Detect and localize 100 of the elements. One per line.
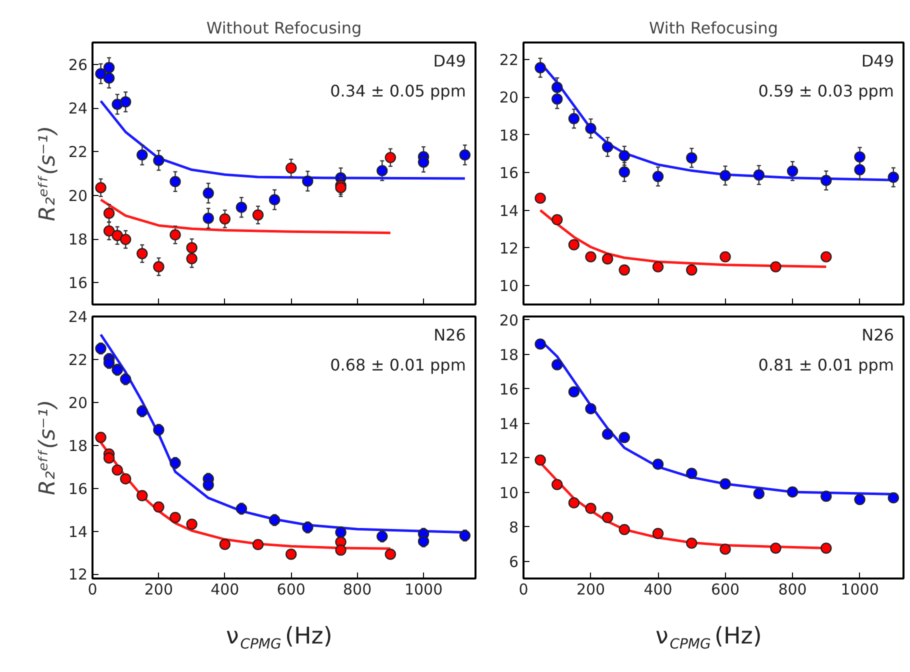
point xyxy=(335,544,346,556)
point xyxy=(568,497,580,508)
point xyxy=(686,152,698,164)
x-tick-label: 400 xyxy=(210,580,240,598)
point xyxy=(552,214,563,226)
x-tick-label: 600 xyxy=(710,580,740,598)
point xyxy=(103,357,115,368)
point xyxy=(720,251,731,262)
point xyxy=(103,62,115,74)
point xyxy=(820,251,832,262)
point xyxy=(720,478,731,490)
point xyxy=(236,202,248,213)
point xyxy=(120,234,132,246)
point xyxy=(820,174,832,186)
line-series xyxy=(100,100,466,180)
point xyxy=(686,264,698,276)
point xyxy=(585,122,596,134)
y-tick-label: 20 xyxy=(499,88,519,107)
point xyxy=(820,490,832,502)
point xyxy=(568,386,580,398)
point xyxy=(552,478,563,490)
point xyxy=(170,176,181,188)
y-tick-label: 6 xyxy=(508,552,519,571)
y-tick-label: 16 xyxy=(68,274,88,292)
y-tick-label: 26 xyxy=(68,56,88,74)
point xyxy=(136,248,148,260)
point xyxy=(652,170,664,182)
y-tick-label: 14 xyxy=(499,202,519,220)
point xyxy=(652,261,664,272)
point xyxy=(186,518,198,530)
x-tick-label: 0 xyxy=(518,580,528,598)
point xyxy=(95,342,106,354)
point xyxy=(384,548,396,560)
point xyxy=(120,96,132,108)
point xyxy=(585,403,596,414)
y-axis-title: R₂ᵉᶠᶠ(s⁻¹) xyxy=(35,126,60,222)
point xyxy=(236,503,248,514)
point xyxy=(95,68,106,80)
point xyxy=(186,253,198,264)
x-tick-label: 200 xyxy=(144,580,174,598)
point xyxy=(552,82,563,93)
point xyxy=(720,170,731,182)
point xyxy=(686,538,698,549)
point xyxy=(585,502,596,514)
point xyxy=(268,514,280,526)
point xyxy=(459,530,471,542)
y-tick-label: 18 xyxy=(68,230,88,248)
point xyxy=(753,169,764,181)
annotation: D49 xyxy=(433,51,466,70)
point xyxy=(202,479,214,490)
y-tick-label: 24 xyxy=(68,100,88,118)
point xyxy=(302,522,314,533)
point xyxy=(602,141,614,153)
point xyxy=(459,149,471,161)
point xyxy=(112,230,123,242)
point xyxy=(136,149,148,161)
point xyxy=(602,428,614,440)
point xyxy=(720,544,731,555)
point xyxy=(376,165,388,176)
y-tick-label: 18 xyxy=(499,126,519,144)
point xyxy=(786,486,798,498)
point xyxy=(770,261,782,272)
annotation: 0.34 ± 0.05 ppm xyxy=(330,81,466,100)
point xyxy=(95,432,106,443)
point xyxy=(753,488,764,500)
point xyxy=(103,225,115,237)
y-tick-label: 14 xyxy=(499,414,519,433)
point xyxy=(202,212,214,224)
point xyxy=(219,538,231,550)
point xyxy=(335,526,346,538)
x-tick-label: 0 xyxy=(88,580,98,598)
point xyxy=(95,182,106,194)
x-tick-label: 800 xyxy=(343,580,372,598)
point xyxy=(103,208,115,219)
x-tick-label: 1000 xyxy=(840,580,879,598)
point xyxy=(112,364,123,376)
y-tick-label: 20 xyxy=(68,186,88,205)
point xyxy=(618,166,630,178)
point xyxy=(888,492,900,504)
point xyxy=(112,464,123,476)
x-tick-label: 200 xyxy=(576,580,606,598)
point xyxy=(153,154,164,166)
y-tick-label: 18 xyxy=(499,346,519,364)
point xyxy=(418,156,430,168)
point xyxy=(136,490,148,502)
point xyxy=(418,536,430,547)
point xyxy=(120,374,132,385)
point xyxy=(153,261,164,272)
point xyxy=(384,152,396,164)
point xyxy=(103,72,115,84)
y-tick-label: 22 xyxy=(68,350,88,369)
chart-title: Without Refocusing xyxy=(206,18,362,38)
y-axis-title: R₂ᵉᶠᶠ(s⁻¹) xyxy=(35,400,60,496)
point xyxy=(618,264,630,276)
point xyxy=(335,182,346,194)
point xyxy=(120,473,132,484)
point xyxy=(286,548,297,560)
y-tick-label: 10 xyxy=(499,277,519,296)
point xyxy=(602,253,614,264)
point xyxy=(552,359,563,370)
